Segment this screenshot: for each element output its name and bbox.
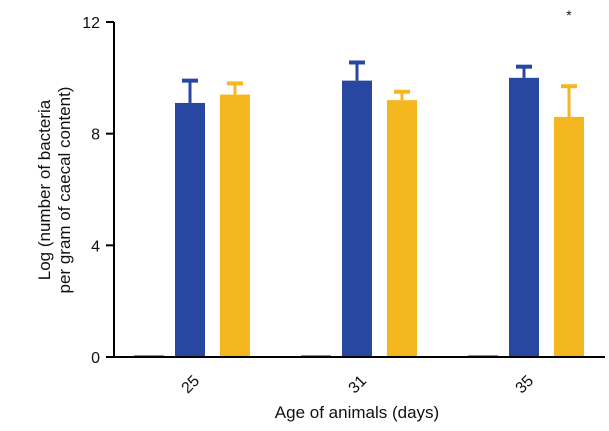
bar-31-series-2 xyxy=(342,80,372,357)
significance-marker: * xyxy=(566,7,572,23)
y-tick-label-12: 12 xyxy=(82,15,100,32)
x-tick-label-25: 25 xyxy=(179,372,204,397)
bar-25-series-3 xyxy=(220,94,250,357)
x-tick-label-35: 35 xyxy=(513,372,538,397)
bars xyxy=(134,60,584,358)
bar-35-series-3 xyxy=(554,116,584,358)
y-axis-title-line-2: per gram of caecal content) xyxy=(55,87,74,294)
bar-25-series-2 xyxy=(175,102,205,357)
bar-31-series-3 xyxy=(387,100,417,358)
bar-35-series-2 xyxy=(509,77,539,357)
y-axis-title-line-1: Log (number of bacteria xyxy=(35,99,54,280)
y-tick-label-4: 4 xyxy=(91,238,100,255)
x-tick-label-31: 31 xyxy=(346,372,371,397)
y-axis-ticks: 0 4 8 12 xyxy=(82,15,114,367)
annotations: * xyxy=(566,7,572,23)
y-tick-label-8: 8 xyxy=(91,127,100,144)
x-axis-tick-labels: 25 31 35 xyxy=(179,372,538,397)
x-axis-title: Age of animals (days) xyxy=(275,403,439,422)
y-tick-label-0: 0 xyxy=(91,350,100,367)
y-axis-title: Log (number of bacteria per gram of caec… xyxy=(35,87,74,294)
